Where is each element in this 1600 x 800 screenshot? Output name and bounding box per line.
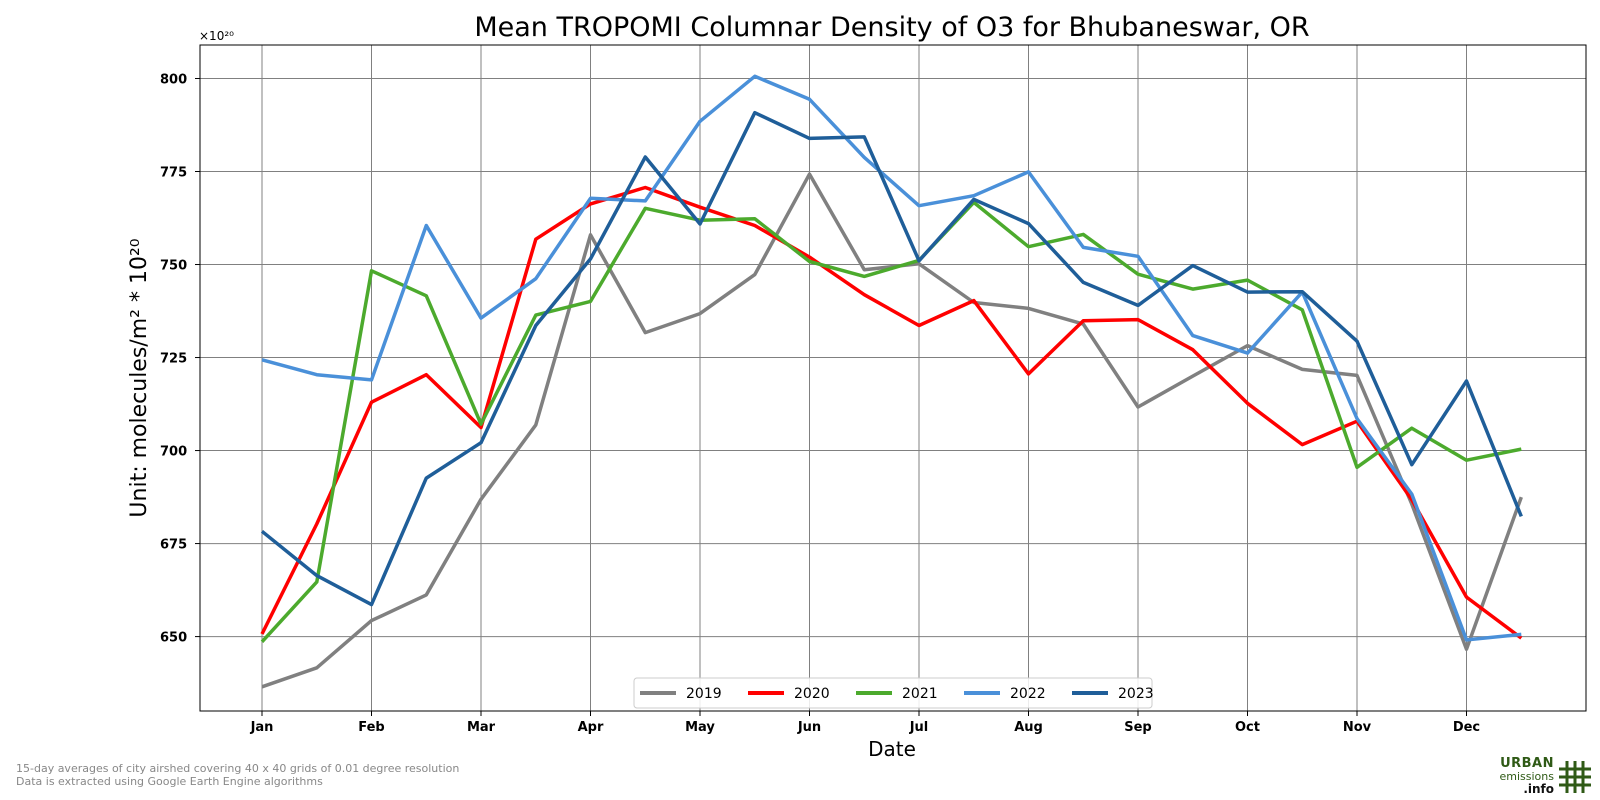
urban-emissions-logo: URBAN emissions .info (1500, 757, 1593, 796)
x-tick-label: Mar (467, 720, 496, 735)
legend-label-2022: 2022 (1010, 686, 1046, 702)
chart-title: Mean TROPOMI Columnar Density of O3 for … (474, 12, 1309, 43)
legend-label-2020: 2020 (794, 686, 830, 702)
series-lines (260, 74, 1523, 689)
logo-line-2: emissions (1499, 770, 1555, 783)
x-tick-label: Aug (1014, 720, 1043, 735)
series-line-2023 (260, 110, 1523, 607)
x-tick-label: Jan (250, 720, 274, 735)
logo-line-3: .info (1523, 782, 1554, 796)
series-line-2020 (260, 185, 1523, 640)
legend-box (633, 677, 1153, 709)
y-axis-label: Unit: molecules/m² * 10²⁰ (127, 238, 152, 517)
y-multiplier-label: ×10²⁰ (199, 29, 234, 43)
y-tick-label: 650 (160, 631, 187, 646)
logo-line-1: URBAN (1500, 756, 1554, 771)
y-axis-ticks: 650 675 700 725 750 775 800 (160, 72, 200, 646)
x-tick-label: Apr (578, 720, 604, 735)
x-axis-ticks: Jan Feb Mar Apr May Jun Jul Aug Sep Oct Nov Dec (250, 711, 1480, 735)
y-tick-label: 725 (160, 352, 187, 367)
x-tick-label: Dec (1453, 720, 1480, 735)
series-line-2022 (261, 74, 1522, 642)
y-tick-label: 800 (160, 72, 187, 87)
x-tick-label: Oct (1235, 720, 1260, 735)
y-tick-label: 750 (160, 259, 187, 274)
legend: 2019 2020 2021 2022 2023 (633, 677, 1154, 709)
x-axis-label: Date (868, 737, 916, 761)
x-tick-label: Feb (358, 720, 384, 735)
x-tick-label: Jul (909, 720, 929, 735)
x-tick-label: May (685, 720, 715, 735)
gridlines (200, 45, 1586, 711)
footnote-line-2: Data is extracted using Google Earth Eng… (16, 775, 323, 788)
y-tick-label: 775 (160, 166, 187, 181)
legend-label-2023: 2023 (1118, 686, 1154, 702)
footnote-line-1: 15-day averages of city airshed covering… (16, 762, 460, 775)
y-tick-label: 700 (160, 445, 187, 460)
x-tick-label: Sep (1124, 720, 1152, 735)
y-tick-label: 675 (160, 538, 187, 553)
series-line-2021 (260, 200, 1522, 643)
x-tick-label: Nov (1343, 720, 1372, 735)
legend-label-2021: 2021 (902, 686, 938, 702)
x-tick-label: Jun (797, 720, 821, 735)
legend-label-2019: 2019 (686, 686, 722, 702)
grid-logo-icon (1559, 760, 1591, 793)
plot-frame (199, 44, 1587, 712)
